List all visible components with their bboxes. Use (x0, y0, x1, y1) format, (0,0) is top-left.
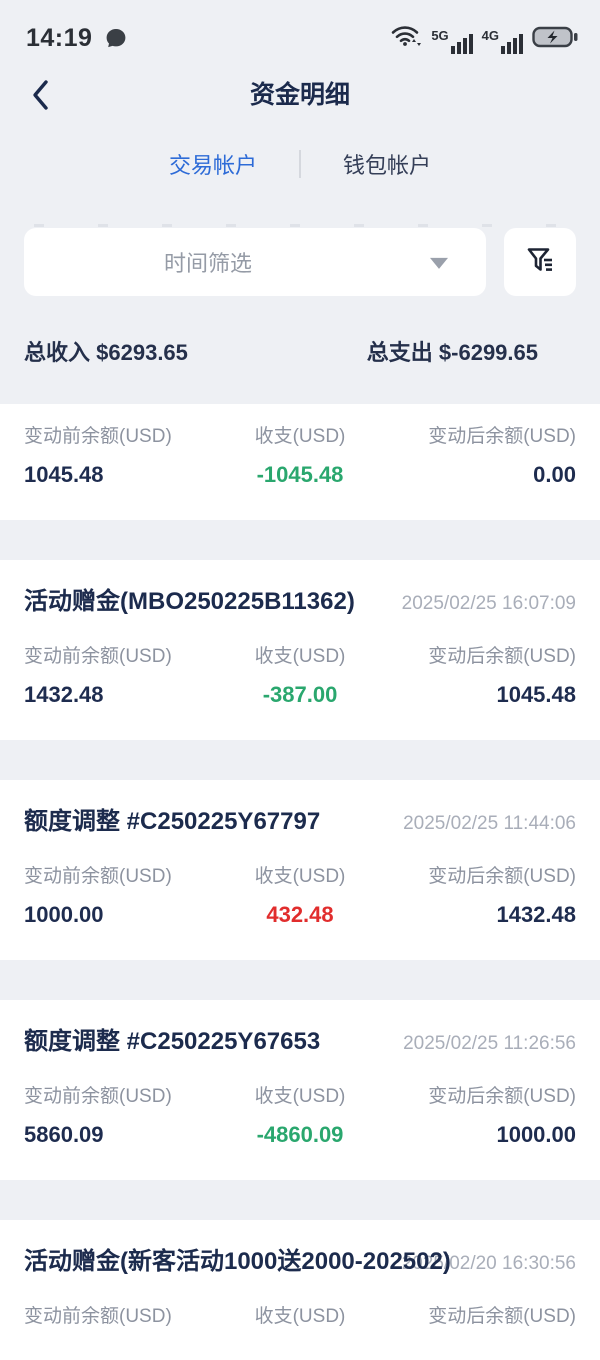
transaction-card: 2025/02/20 16:30:56 活动赠金(新客活动1000送2000-2… (0, 1220, 600, 1360)
change-value: 432.48 (266, 902, 334, 927)
transaction-card: 变动前余额(USD) 收支(USD) 变动后余额(USD) 1045.48 -1… (0, 404, 600, 520)
transaction-timestamp: 2025/02/20 16:30:56 (401, 1253, 576, 1274)
dashed-divider (34, 224, 566, 227)
tab-trade-account[interactable]: 交易帐户 (168, 153, 257, 178)
before-balance-label: 变动前余额(USD) (24, 646, 172, 667)
chevron-down-icon (430, 257, 448, 269)
filter-button[interactable] (504, 228, 576, 296)
change-value: -1045.48 (256, 462, 344, 487)
after-balance-label: 变动后余额(USD) (428, 646, 576, 667)
transaction-title: 额度调整 #C250225Y67797 (24, 808, 321, 835)
before-balance-value: 1045.48 (24, 462, 104, 487)
total-income: 总收入 $6293.65 (24, 340, 188, 366)
transaction-card: 2025/02/25 16:07:09 活动赠金(MBO250225B11362… (0, 560, 600, 740)
before-balance-value: 1432.48 (24, 682, 104, 707)
signal-5g-icon: 5G (431, 27, 473, 54)
transaction-title: 活动赠金(MBO250225B11362) (24, 588, 355, 615)
change-value: -4860.09 (256, 1122, 344, 1147)
after-balance-label: 变动后余额(USD) (428, 1086, 576, 1107)
change-label: 收支(USD) (254, 1086, 346, 1107)
total-expense-value: $-6299.65 (438, 340, 538, 365)
back-button[interactable] (24, 75, 58, 115)
transaction-title: 活动赠金(新客活动1000送2000-202502) (24, 1248, 451, 1275)
transaction-timestamp: 2025/02/25 11:44:06 (403, 813, 576, 834)
transaction-timestamp: 2025/02/25 11:26:56 (403, 1033, 576, 1054)
filter-row: 时间筛选 (24, 224, 576, 296)
after-balance-value: 0.00 (533, 462, 576, 487)
total-expense-label: 总支出 (366, 340, 433, 365)
page-title: 资金明细 (249, 81, 350, 109)
before-balance-value: 1000.00 (24, 902, 104, 927)
clock-time: 14:19 (26, 23, 93, 52)
before-balance-label: 变动前余额(USD) (24, 1306, 172, 1327)
change-label: 收支(USD) (254, 1306, 346, 1327)
network-badge-4g: 4G (481, 27, 499, 43)
signal-4g-icon: 4G (481, 27, 523, 54)
summary-row: 总收入 $6293.65 总支出 $-6299.65 (24, 340, 576, 366)
before-balance-value: 5860.09 (24, 1122, 104, 1147)
after-balance-value: 1432.48 (496, 902, 576, 927)
filter-funnel-icon (524, 244, 556, 281)
transaction-list: 变动前余额(USD) 收支(USD) 变动后余额(USD) 1045.48 -1… (0, 404, 600, 1360)
network-badge-5g: 5G (431, 27, 449, 43)
change-label: 收支(USD) (254, 426, 346, 447)
transaction-timestamp: 2025/02/25 16:07:09 (401, 593, 576, 614)
after-balance-value: 1000.00 (496, 1122, 576, 1147)
before-balance-label: 变动前余额(USD) (24, 1086, 172, 1107)
message-bubble-icon (104, 26, 128, 50)
wifi-icon (390, 23, 422, 54)
before-balance-label: 变动前余额(USD) (24, 866, 172, 887)
account-tabs: 交易帐户 钱包帐户 (0, 144, 600, 184)
change-label: 收支(USD) (254, 646, 346, 667)
transaction-card: 2025/02/25 11:44:06 额度调整 #C250225Y67797 … (0, 780, 600, 960)
after-balance-label: 变动后余额(USD) (428, 426, 576, 447)
transaction-title: 额度调整 #C250225Y67653 (24, 1028, 321, 1055)
time-filter-dropdown[interactable]: 时间筛选 (24, 228, 486, 296)
after-balance-label: 变动后余额(USD) (428, 866, 576, 887)
after-balance-value: 1045.48 (496, 682, 576, 707)
transaction-card: 2025/02/25 11:26:56 额度调整 #C250225Y67653 … (0, 1000, 600, 1180)
change-label: 收支(USD) (254, 866, 346, 887)
before-balance-label: 变动前余额(USD) (24, 426, 172, 447)
tab-divider (299, 150, 301, 178)
total-income-value: $6293.65 (96, 340, 188, 365)
total-expense: 总支出 $-6299.65 (367, 340, 538, 366)
tab-wallet-account[interactable]: 钱包帐户 (343, 153, 432, 178)
total-income-label: 总收入 (24, 340, 91, 365)
time-filter-label: 时间筛选 (164, 251, 253, 276)
status-bar: 14:19 5G 4G (0, 0, 600, 58)
after-balance-label: 变动后余额(USD) (428, 1306, 576, 1327)
header: 资金明细 (0, 66, 600, 124)
change-value: -387.00 (262, 682, 338, 707)
battery-charging-icon (532, 25, 578, 54)
